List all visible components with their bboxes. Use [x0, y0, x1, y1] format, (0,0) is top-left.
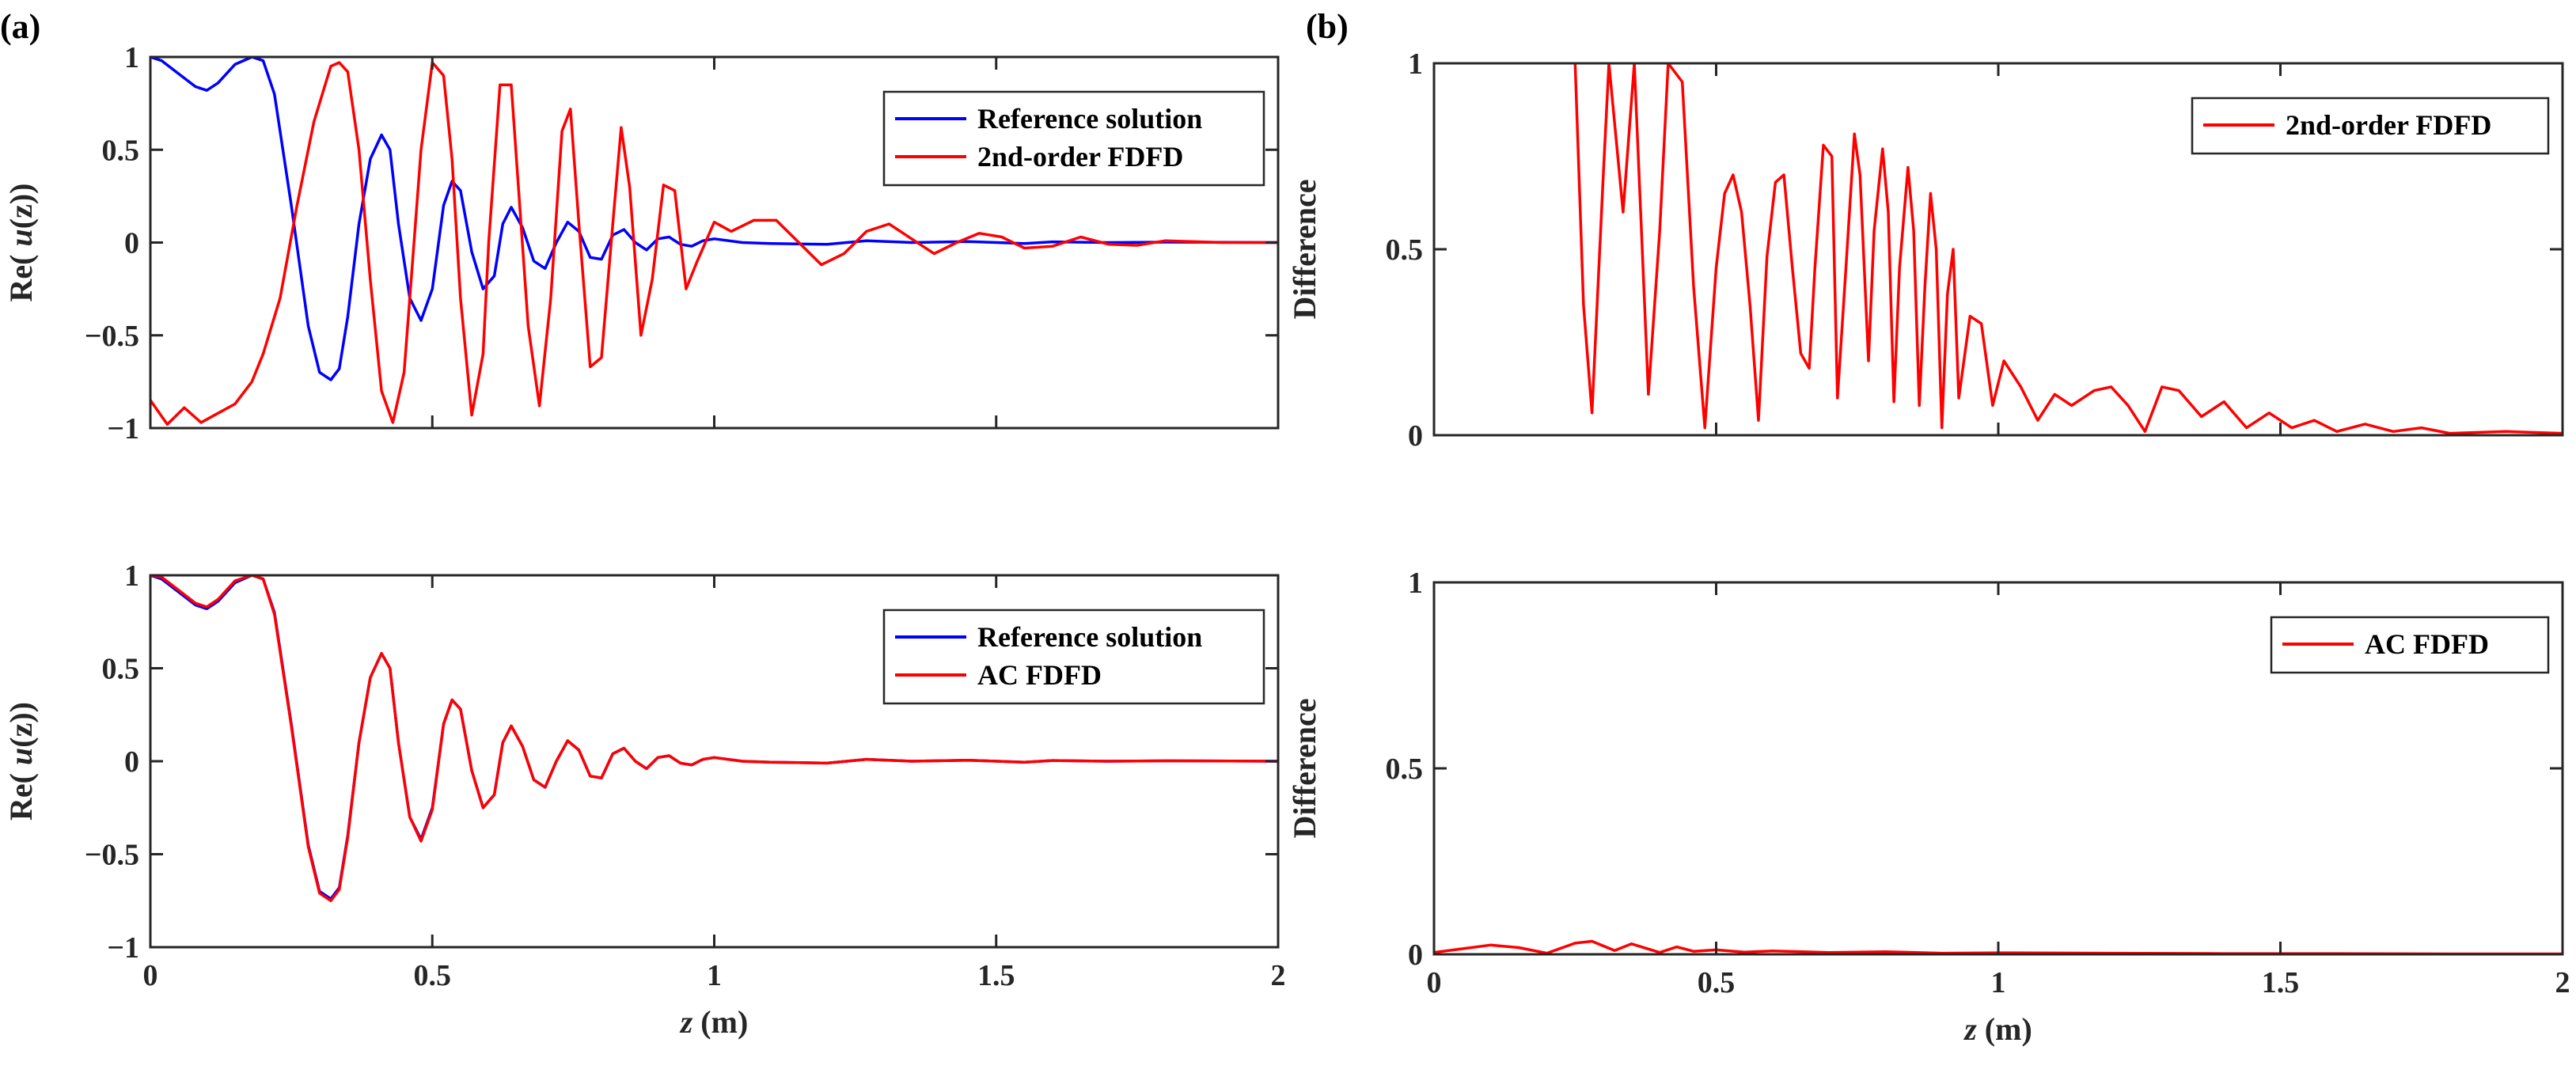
y-tick-label: 1	[124, 41, 139, 74]
panel-label-b: (b)	[1306, 7, 1349, 46]
x-tick-label: 2	[1271, 959, 1286, 992]
x-tick-label: 1.5	[977, 959, 1015, 992]
legend-label: 2nd-order FDFD	[2286, 109, 2491, 141]
chart-a-bottom: 0 0.5 1 1.5 2 −1 −0.5 0 0.5 1 z (m) Re( u(z)) Refere…	[3, 559, 1286, 1040]
chart-b-bottom: 0 0.5 1 1.5 2 0 0.5 1 z (m) Difference AC FDFD	[1287, 567, 2570, 1047]
x-tick-label: 1	[1991, 966, 2006, 999]
y-tick-label: 0.5	[1386, 233, 1424, 267]
x-tick-label: 0.5	[1698, 966, 1736, 999]
legend-label: AC FDFD	[2365, 628, 2489, 660]
series-line-2nd-order-fdfd	[1573, 63, 2563, 435]
legend: Reference solution 2nd-order FDFD	[882, 90, 1265, 187]
x-tick-label: 1	[707, 959, 722, 992]
x-axis-label: z (m)	[1963, 1011, 2032, 1047]
y-tick-label: 0.5	[102, 653, 140, 686]
y-tick-label: −1	[107, 931, 139, 965]
legend-label: 2nd-order FDFD	[977, 141, 1183, 173]
legend: Reference solution AC FDFD	[882, 609, 1265, 705]
series-line-reference-solution	[150, 57, 1278, 381]
legend-label: Reference solution	[977, 621, 1202, 653]
y-tick-label: 0	[124, 227, 139, 260]
y-tick-label: 0.5	[102, 134, 140, 167]
panel-label-a: (a)	[0, 7, 40, 46]
y-tick-label: −0.5	[85, 320, 139, 353]
legend-box	[2270, 616, 2550, 674]
legend: 2nd-order FDFD	[2191, 97, 2550, 155]
y-tick-label: 0	[1408, 419, 1423, 453]
x-tick-label: 0.5	[414, 959, 452, 992]
series-line-ac-fdfd	[150, 575, 1278, 903]
y-tick-label: −1	[107, 412, 139, 446]
series-line-2nd-order-fdfd	[150, 61, 1278, 427]
x-tick-label: 2	[2555, 966, 2570, 999]
x-axis-label: z (m)	[679, 1004, 749, 1040]
legend-label: AC FDFD	[977, 659, 1102, 691]
legend-box	[882, 609, 1265, 705]
y-axis-label: Re( u(z))	[3, 702, 39, 821]
legend-label: Reference solution	[977, 103, 1202, 135]
plots-container: −1 −0.5 0 0.5 1 Re( u(z)) Reference solution 2n…	[3, 41, 2570, 1047]
chart-b-top: 0 0.5 1 Difference 2nd-order FDFD	[1287, 47, 2564, 453]
y-axis-label: Re( u(z))	[3, 184, 39, 302]
y-tick-label: 0	[1408, 938, 1423, 972]
y-tick-label: 1	[1408, 47, 1423, 81]
x-tick-label: 0	[1427, 966, 1442, 999]
y-tick-label: 0.5	[1386, 753, 1424, 786]
legend: AC FDFD	[2270, 616, 2550, 674]
x-tick-label: 0	[143, 959, 158, 992]
y-axis-label: Difference	[1287, 699, 1322, 839]
y-tick-label: −0.5	[85, 839, 139, 872]
y-tick-label: 0	[124, 745, 139, 779]
x-tick-label: 1.5	[2262, 966, 2300, 999]
y-axis-label: Difference	[1287, 180, 1322, 320]
chart-a-top: −1 −0.5 0 0.5 1 Re( u(z)) Reference solution 2n…	[3, 41, 1280, 446]
y-tick-label: 1	[1408, 567, 1423, 600]
legend-box	[882, 90, 1265, 187]
y-tick-label: 1	[124, 559, 139, 593]
